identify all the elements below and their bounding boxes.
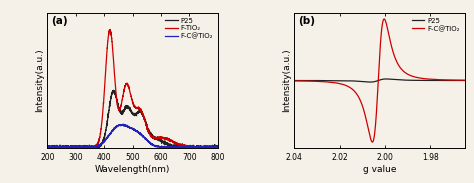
- F-TiO₂: [107, 28, 113, 31]
- P25: [179, 146, 184, 148]
- F-C@TiO₂: [45, 146, 50, 148]
- Legend: P25, F-C@TiO₂: P25, F-C@TiO₂: [410, 16, 461, 33]
- F-TiO₂: [210, 146, 216, 148]
- P25: [367, 81, 373, 83]
- Line: F-TiO₂: F-TiO₂: [47, 29, 218, 147]
- F-C@TiO₂: [381, 18, 387, 20]
- P25: [45, 146, 50, 148]
- F-TiO₂: [210, 146, 216, 148]
- F-TiO₂: [45, 145, 50, 147]
- F-C@TiO₂: [370, 140, 376, 142]
- X-axis label: Wavelength(nm): Wavelength(nm): [95, 165, 170, 174]
- F-C@TiO₂: [462, 79, 467, 81]
- F-C@TiO₂: [370, 141, 375, 143]
- P25: [123, 106, 128, 108]
- P25: [305, 79, 310, 82]
- F-C@TiO₂: [215, 145, 220, 147]
- Line: F-C@TiO₂: F-C@TiO₂: [47, 124, 218, 147]
- P25: [210, 146, 216, 148]
- P25: [383, 78, 389, 80]
- Legend: P25, F-TiO₂, F-C@TiO₂: P25, F-TiO₂, F-C@TiO₂: [164, 16, 214, 41]
- Y-axis label: Intensity(a.u.): Intensity(a.u.): [283, 49, 292, 112]
- F-C@TiO₂: [123, 124, 128, 126]
- P25: [110, 89, 116, 91]
- F-TiO₂: [128, 92, 133, 94]
- Line: P25: P25: [294, 79, 465, 82]
- F-TiO₂: [179, 144, 184, 146]
- P25: [370, 81, 376, 83]
- P25: [215, 145, 220, 147]
- Text: (a): (a): [51, 16, 67, 25]
- F-C@TiO₂: [292, 80, 297, 82]
- F-C@TiO₂: [54, 145, 59, 148]
- Y-axis label: Intensity(a.u.): Intensity(a.u.): [36, 49, 45, 112]
- P25: [311, 79, 317, 82]
- F-C@TiO₂: [367, 136, 373, 138]
- P25: [364, 81, 369, 83]
- P25: [128, 109, 133, 111]
- F-TiO₂: [54, 146, 59, 148]
- F-TiO₂: [215, 146, 220, 148]
- Line: F-C@TiO₂: F-C@TiO₂: [294, 19, 465, 142]
- P25: [292, 79, 297, 82]
- F-C@TiO₂: [121, 123, 127, 125]
- P25: [367, 81, 373, 83]
- F-C@TiO₂: [305, 80, 310, 82]
- P25: [210, 145, 216, 147]
- P25: [462, 79, 467, 82]
- F-C@TiO₂: [210, 146, 216, 148]
- F-C@TiO₂: [45, 146, 50, 148]
- F-C@TiO₂: [364, 120, 369, 122]
- F-C@TiO₂: [210, 146, 216, 148]
- X-axis label: g value: g value: [363, 165, 396, 174]
- Text: (b): (b): [298, 16, 315, 25]
- F-C@TiO₂: [128, 126, 133, 129]
- P25: [53, 146, 59, 148]
- F-C@TiO₂: [311, 80, 317, 82]
- Line: P25: P25: [47, 90, 218, 147]
- P25: [389, 78, 394, 80]
- F-TiO₂: [123, 83, 128, 85]
- F-C@TiO₂: [179, 146, 184, 148]
- F-C@TiO₂: [389, 45, 394, 47]
- F-TiO₂: [45, 146, 50, 148]
